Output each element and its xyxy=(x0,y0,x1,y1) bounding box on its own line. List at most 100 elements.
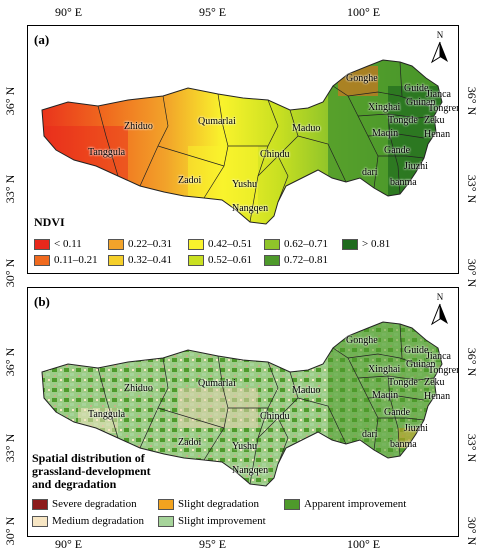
place-zeku-b: Zeku xyxy=(424,377,445,388)
panel-a-label: (a) xyxy=(34,32,50,47)
ndvi-legend-title: NDVI xyxy=(34,215,65,229)
place-guinan-a: Guinan xyxy=(406,97,436,108)
place-xinghai-b: Xinghai xyxy=(368,364,401,375)
grassland-legend-label: Apparent improvement xyxy=(304,498,407,510)
ndvi-legend-label: 0.42–0.51 xyxy=(208,238,252,250)
ndvi-legend-swatch xyxy=(264,254,280,266)
grassland-legend-title-2: grassland-development xyxy=(32,464,151,478)
ndvi-legend-swatch xyxy=(342,238,358,250)
ndvi-legend-swatch xyxy=(34,238,50,250)
grassland-legend-swatch xyxy=(158,498,174,510)
place-xinghai-a: Xinghai xyxy=(368,102,401,113)
place-maqin-b: Maqin xyxy=(372,390,399,401)
ndvi-legend-item: 0.32–0.41 xyxy=(108,254,172,266)
place-chindu-a: Chindu xyxy=(260,149,290,160)
lat-b-33-left: 33° N xyxy=(3,433,17,463)
ndvi-legend-label: 0.11–0.21 xyxy=(54,254,98,266)
place-henan-a: Henan xyxy=(424,129,451,140)
place-henan-b: Henan xyxy=(424,391,451,402)
lat-a-30-right: 30° N xyxy=(465,258,479,288)
place-maduo-a: Maduo xyxy=(292,123,321,134)
ndvi-map-panel: (a) N Gonghe Guide Jianca Xinghai Guinan… xyxy=(27,25,459,274)
grassland-legend-swatch xyxy=(284,498,300,510)
ndvi-legend-label: 0.52–0.61 xyxy=(208,254,252,266)
north-arrow-icon xyxy=(430,303,448,326)
ndvi-legend-swatch xyxy=(264,238,280,250)
place-tongde-a: Tongde xyxy=(388,115,418,126)
lat-b-30-left: 30° N xyxy=(3,516,17,546)
grassland-legend-label: Severe degradation xyxy=(52,498,137,510)
lon-tick-95-top: 95° E xyxy=(199,5,227,19)
ndvi-map-svg xyxy=(28,26,458,273)
ndvi-legend-item: 0.42–0.51 xyxy=(188,238,252,250)
ndvi-legend-label: 0.72–0.81 xyxy=(284,254,328,266)
ndvi-legend-item: > 0.81 xyxy=(342,238,390,250)
grassland-legend-label: Slight improvement xyxy=(178,515,266,527)
ndvi-legend-swatch xyxy=(188,254,204,266)
place-jiuzhi-a: Jiuzhi xyxy=(404,161,428,172)
place-jiuzhi-b: Jiuzhi xyxy=(404,423,428,434)
place-dari-b: dari xyxy=(362,429,378,440)
place-banma-b: banma xyxy=(390,439,417,450)
place-jianca-a: Jianca xyxy=(426,89,451,100)
ndvi-legend-swatch xyxy=(108,254,124,266)
lat-a-36-left: 36° N xyxy=(3,86,17,116)
place-zadoi-b: Zadoi xyxy=(178,437,202,448)
grassland-legend-item: Slight degradation xyxy=(158,498,259,510)
lat-b-36-left: 36° N xyxy=(3,347,17,377)
place-gonghe-a: Gonghe xyxy=(346,73,378,84)
ndvi-legend-swatch xyxy=(188,238,204,250)
north-letter-b: N xyxy=(436,292,444,302)
ndvi-legend-label: > 0.81 xyxy=(362,238,391,250)
place-zeku-a: Zeku xyxy=(424,115,445,126)
lon-tick-100-bottom: 100° E xyxy=(347,537,381,551)
grassland-legend-item: Severe degradation xyxy=(32,498,137,510)
ndvi-legend-item: 0.62–0.71 xyxy=(264,238,328,250)
place-qumarlai-a: Qumarlai xyxy=(198,116,236,127)
lat-a-33-left: 33° N xyxy=(3,174,17,204)
place-gande-a: Gande xyxy=(384,145,411,156)
place-chindu-b: Chindu xyxy=(260,411,290,422)
lat-b-33-right: 33° N xyxy=(465,433,479,463)
place-nangqen-b: Nangqen xyxy=(232,465,269,476)
grassland-legend-swatch xyxy=(158,515,174,527)
grassland-legend-title-3: and degradation xyxy=(32,477,117,491)
panel-b-label: (b) xyxy=(34,294,50,309)
place-guide-a: Guide xyxy=(404,83,429,94)
lon-tick-100-top: 100° E xyxy=(347,5,381,19)
ndvi-legend-item: 0.72–0.81 xyxy=(264,254,328,266)
ndvi-legend-label: 0.62–0.71 xyxy=(284,238,328,250)
place-gande-b: Gande xyxy=(384,407,411,418)
place-nangqen-a: Nangqen xyxy=(232,203,269,214)
place-zhiduo-b: Zhiduo xyxy=(124,383,153,394)
ndvi-legend-label: 0.22–0.31 xyxy=(128,238,172,250)
ndvi-legend-item: 0.11–0.21 xyxy=(34,254,98,266)
place-tanggula-b: Tanggula xyxy=(88,409,126,420)
ndvi-legend-label: < 0.11 xyxy=(54,238,82,250)
ndvi-legend-label: 0.32–0.41 xyxy=(128,254,172,266)
grassland-legend-item: Apparent improvement xyxy=(284,498,406,510)
ndvi-legend-item: < 0.11 xyxy=(34,238,82,250)
north-arrow-a: N xyxy=(428,30,452,66)
lon-tick-95-bottom: 95° E xyxy=(199,537,227,551)
north-arrow-b: N xyxy=(428,292,452,328)
place-maduo-b: Maduo xyxy=(292,385,321,396)
lat-a-36-right: 36° N xyxy=(465,86,479,116)
place-yushu-b: Yushu xyxy=(232,441,258,452)
grassland-legend-label: Slight degradation xyxy=(178,498,259,510)
place-yushu-a: Yushu xyxy=(232,179,258,190)
place-tongren-b: Tongren xyxy=(428,365,459,376)
place-jianca-b: Jianca xyxy=(426,351,451,362)
ndvi-legend-swatch xyxy=(108,238,124,250)
ndvi-legend-item: 0.22–0.31 xyxy=(108,238,172,250)
place-guide-b: Guide xyxy=(404,345,429,356)
place-zadoi-a: Zadoi xyxy=(178,175,202,186)
place-dari-a: dari xyxy=(362,167,378,178)
place-tongde-b: Tongde xyxy=(388,377,418,388)
lat-a-33-right: 33° N xyxy=(465,174,479,204)
lat-a-30-left: 30° N xyxy=(3,258,17,288)
lon-tick-90-bottom: 90° E xyxy=(55,537,83,551)
grassland-legend-title-1: Spatial distribution of xyxy=(32,451,145,465)
place-guinan-b: Guinan xyxy=(406,359,436,370)
lat-b-36-right: 36° N xyxy=(465,347,479,377)
